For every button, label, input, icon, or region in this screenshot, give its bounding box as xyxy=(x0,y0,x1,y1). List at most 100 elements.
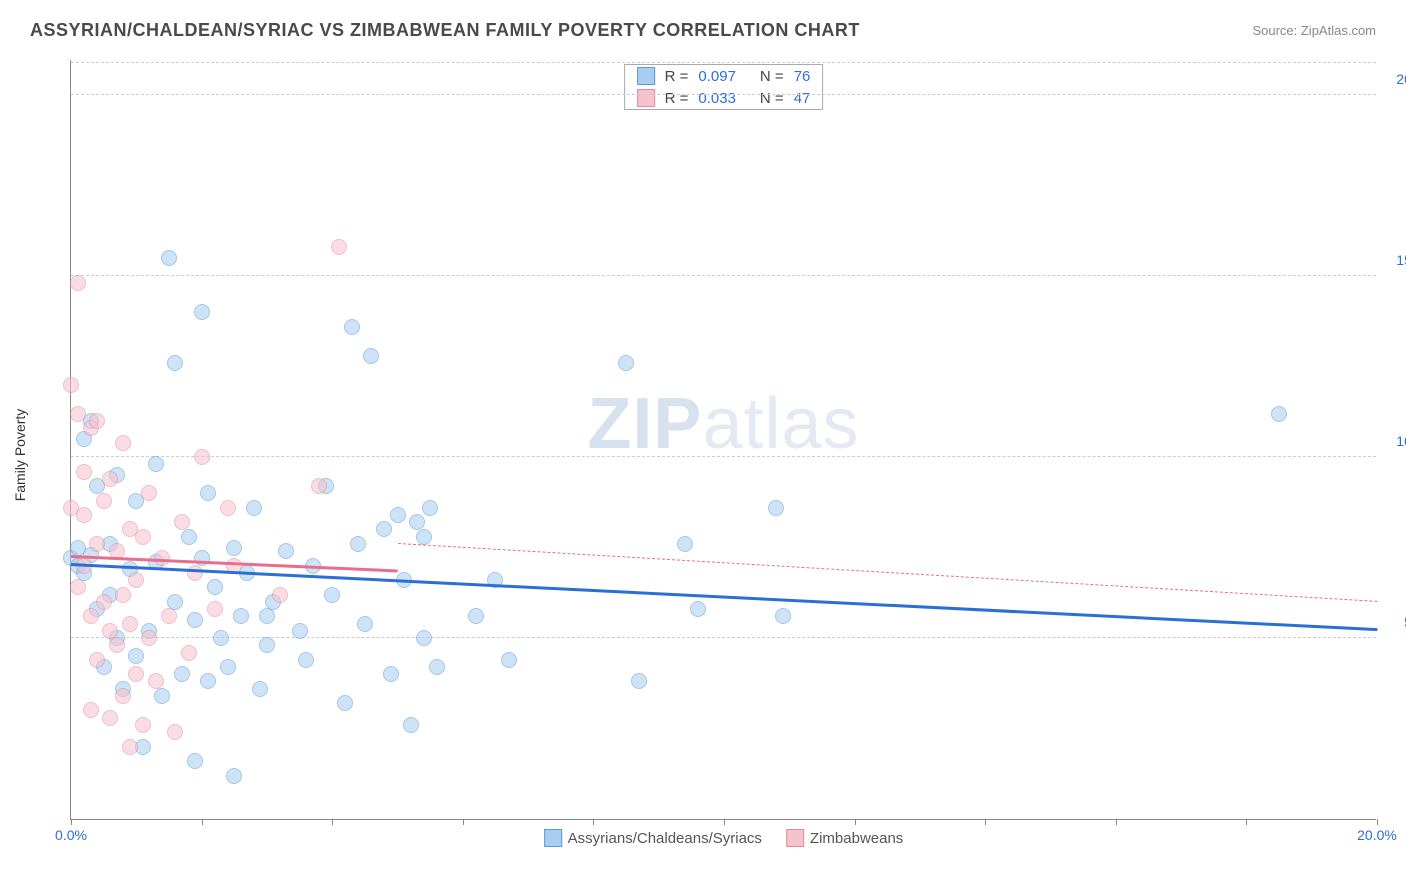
x-tick xyxy=(332,819,333,825)
data-point xyxy=(278,543,294,559)
legend-swatch xyxy=(637,67,655,85)
data-point xyxy=(768,500,784,516)
data-point xyxy=(200,673,216,689)
data-point xyxy=(775,608,791,624)
data-point xyxy=(422,500,438,516)
data-point xyxy=(226,540,242,556)
data-point xyxy=(252,681,268,697)
legend-item: Assyrians/Chaldeans/Syriacs xyxy=(544,829,762,847)
data-point xyxy=(122,739,138,755)
data-point xyxy=(233,608,249,624)
data-point xyxy=(141,485,157,501)
data-point xyxy=(220,659,236,675)
data-point xyxy=(70,275,86,291)
data-point xyxy=(148,673,164,689)
data-point xyxy=(135,529,151,545)
data-point xyxy=(1271,406,1287,422)
data-point xyxy=(690,601,706,617)
header: ASSYRIAN/CHALDEAN/SYRIAC VS ZIMBABWEAN F… xyxy=(0,0,1406,51)
stats-legend: R = 0.097N = 76R = 0.033N = 47 xyxy=(624,64,824,110)
x-tick xyxy=(1116,819,1117,825)
data-point xyxy=(207,579,223,595)
data-point xyxy=(246,500,262,516)
data-point xyxy=(416,529,432,545)
stat-r-label: R = xyxy=(665,90,689,107)
x-tick xyxy=(593,819,594,825)
data-point xyxy=(187,753,203,769)
data-point xyxy=(187,612,203,628)
gridline xyxy=(71,62,1376,63)
legend-label: Assyrians/Chaldeans/Syriacs xyxy=(568,830,762,847)
data-point xyxy=(76,507,92,523)
data-point xyxy=(174,514,190,530)
data-point xyxy=(298,652,314,668)
data-point xyxy=(220,500,236,516)
data-point xyxy=(677,536,693,552)
stat-r-value: 0.033 xyxy=(698,90,736,107)
data-point xyxy=(89,413,105,429)
data-point xyxy=(63,377,79,393)
legend-item: Zimbabweans xyxy=(786,829,903,847)
series-legend: Assyrians/Chaldeans/Syriacs Zimbabweans xyxy=(544,829,904,847)
data-point xyxy=(376,521,392,537)
data-point xyxy=(390,507,406,523)
data-point xyxy=(141,630,157,646)
gridline xyxy=(71,94,1376,95)
x-tick xyxy=(1246,819,1247,825)
data-point xyxy=(115,587,131,603)
data-point xyxy=(76,464,92,480)
stat-n-label: N = xyxy=(760,68,784,85)
y-tick-label: 10.0% xyxy=(1396,433,1406,449)
data-point xyxy=(128,666,144,682)
data-point xyxy=(70,406,86,422)
data-point xyxy=(109,637,125,653)
data-point xyxy=(161,608,177,624)
watermark: ZIPatlas xyxy=(587,383,859,465)
data-point xyxy=(194,449,210,465)
data-point xyxy=(259,637,275,653)
legend-swatch xyxy=(637,89,655,107)
data-point xyxy=(167,724,183,740)
data-point xyxy=(363,348,379,364)
data-point xyxy=(207,601,223,617)
data-point xyxy=(174,666,190,682)
data-point xyxy=(213,630,229,646)
legend-swatch xyxy=(544,829,562,847)
x-tick xyxy=(463,819,464,825)
data-point xyxy=(618,355,634,371)
plot-area: Family Poverty ZIPatlas R = 0.097N = 76R… xyxy=(50,60,1376,850)
data-point xyxy=(167,355,183,371)
data-point xyxy=(468,608,484,624)
legend-label: Zimbabweans xyxy=(810,830,903,847)
data-point xyxy=(115,435,131,451)
stats-row: R = 0.097N = 76 xyxy=(625,65,823,87)
data-point xyxy=(181,529,197,545)
x-tick xyxy=(1377,819,1378,825)
data-point xyxy=(135,717,151,733)
stat-n-label: N = xyxy=(760,90,784,107)
legend-swatch xyxy=(786,829,804,847)
data-point xyxy=(161,250,177,266)
data-point xyxy=(337,695,353,711)
x-tick xyxy=(71,819,72,825)
y-tick-label: 15.0% xyxy=(1396,252,1406,268)
data-point xyxy=(102,710,118,726)
data-point xyxy=(631,673,647,689)
x-tick-label: 0.0% xyxy=(55,827,87,843)
data-point xyxy=(128,572,144,588)
data-point xyxy=(292,623,308,639)
data-point xyxy=(226,768,242,784)
data-point xyxy=(181,645,197,661)
stat-n-value: 76 xyxy=(794,68,811,85)
data-point xyxy=(403,717,419,733)
scatter-plot: ZIPatlas R = 0.097N = 76R = 0.033N = 47 … xyxy=(70,60,1376,820)
data-point xyxy=(102,471,118,487)
x-tick xyxy=(855,819,856,825)
gridline xyxy=(71,456,1376,457)
data-point xyxy=(89,536,105,552)
stat-r-label: R = xyxy=(665,68,689,85)
x-tick xyxy=(202,819,203,825)
data-point xyxy=(115,688,131,704)
data-point xyxy=(350,536,366,552)
data-point xyxy=(259,608,275,624)
